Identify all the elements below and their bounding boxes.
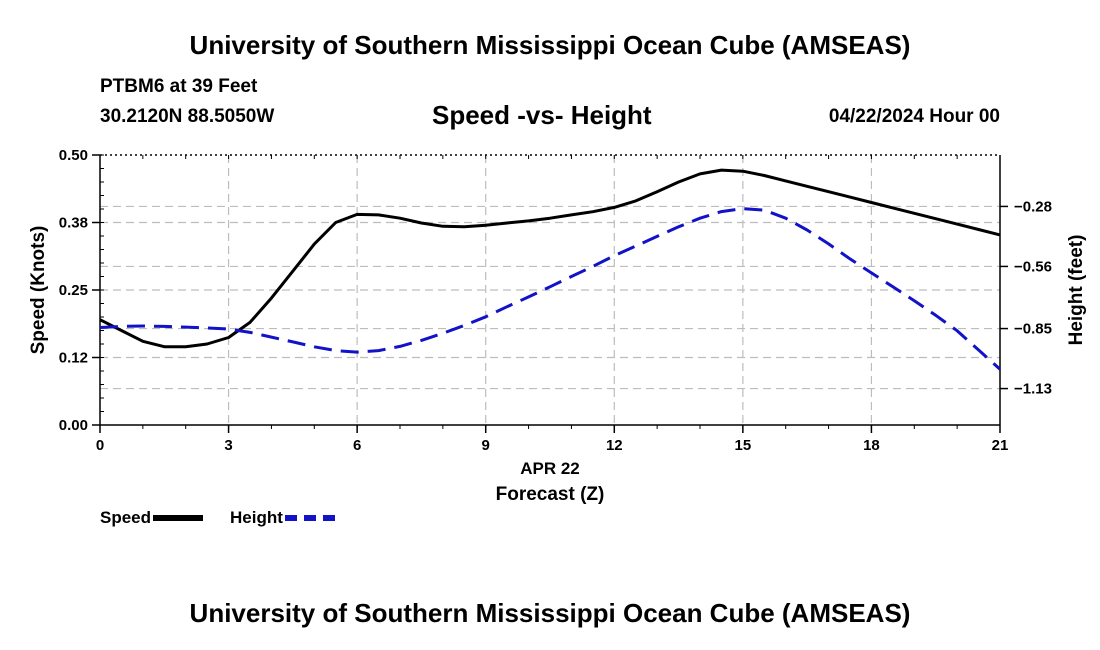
speed-series-line [99,168,1001,349]
x-tick-label: 6 [353,437,361,454]
y2-axis-label: Height (feet) [1066,235,1087,346]
legend-height-swatch [284,515,335,521]
legend-height-label: Height [230,508,283,527]
y2-tick-label: −0.85 [1014,321,1052,338]
chart-title: Speed -vs- Height [432,100,652,130]
legend-speed-swatch [153,515,204,521]
x-tick-label: 18 [863,437,880,454]
station-label: PTBM6 at 39 Feet [100,76,258,97]
coordinates-label: 30.2120N 88.5050W [100,106,275,127]
height-series-line [99,207,1002,371]
y-tick-label: 0.12 [59,350,88,367]
y-tick-label: 0.50 [59,147,88,164]
y-axis-label: Speed (Knots) [28,226,49,355]
x-tick-label: 0 [96,437,104,454]
x-axis-label: Forecast (Z) [496,484,605,505]
y2-tick-label: −0.56 [1014,258,1052,275]
speed-height-chart: 0 3 6 9 12 15 18 21 0.00 0.12 0.25 0.38 0.50 −1.13 −0.… [28,147,1087,505]
y2-tick-label: −0.28 [1014,198,1052,215]
y-tick-label: 0.00 [59,417,88,434]
x-tick-label: 15 [735,437,752,454]
x-tick-label: 12 [606,437,623,454]
legend-speed: Speed [100,508,204,528]
legend-speed-label: Speed [100,508,152,527]
page-title: University of Southern Mississippi Ocean… [189,30,911,60]
legend-height: Height [230,508,335,528]
forecast-datetime: 04/22/2024 Hour 00 [828,106,1000,127]
footer-title: University of Southern Mississippi Ocean… [189,598,911,628]
x-axis-date-label: APR 22 [520,459,580,478]
y-tick-label: 0.25 [59,282,88,299]
x-tick-label: 9 [482,437,490,454]
y2-tick-label: −1.13 [1014,381,1052,398]
y-tick-label: 0.38 [59,215,88,232]
x-tick-label: 3 [224,437,232,454]
x-tick-label: 21 [992,437,1009,454]
